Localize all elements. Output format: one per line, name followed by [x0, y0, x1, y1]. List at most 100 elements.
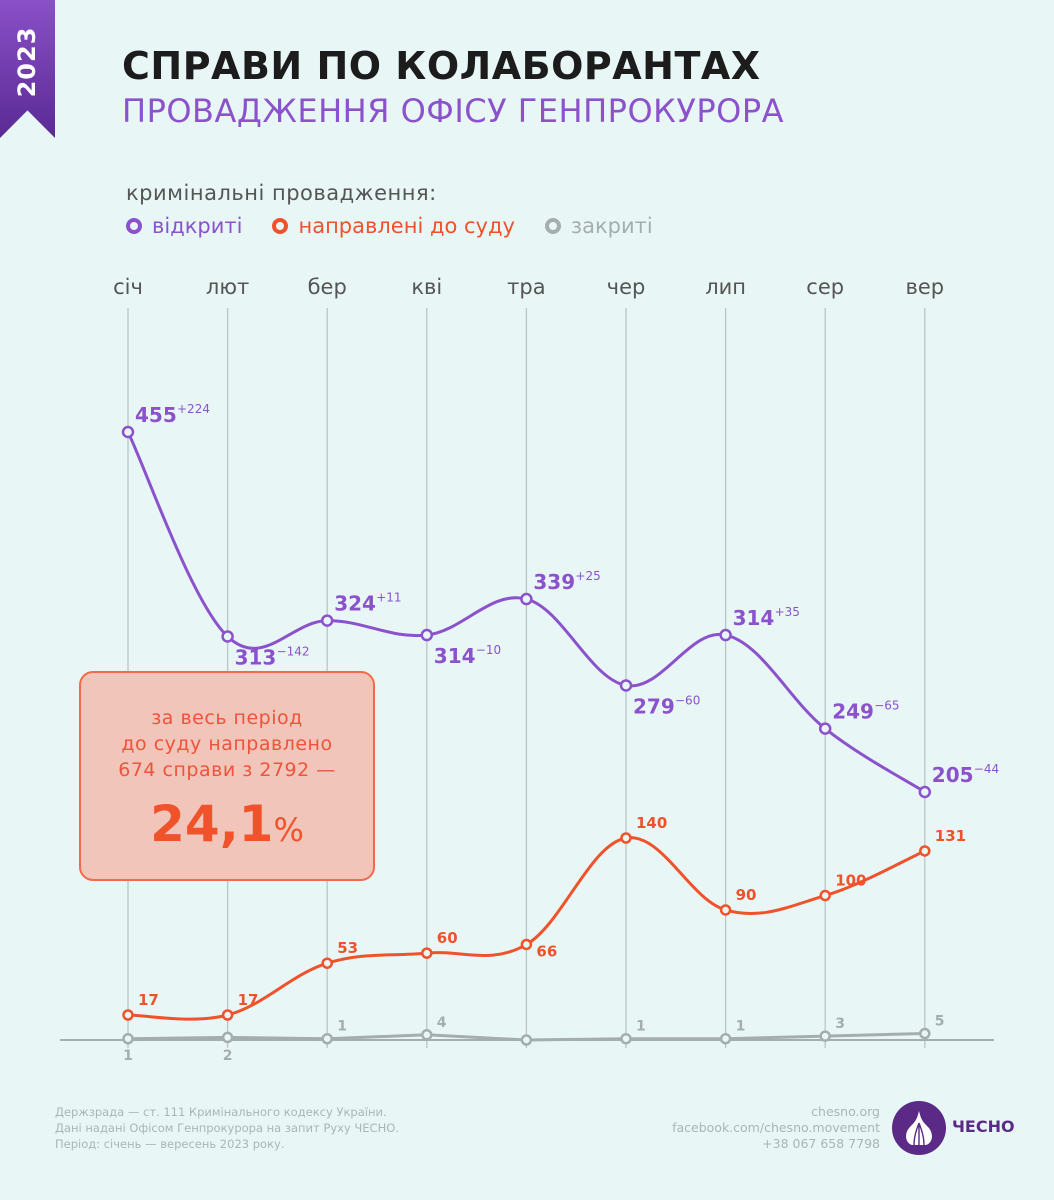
footnote: Держзрада — ст. 111 Кримінального кодекс…	[55, 1104, 399, 1152]
data-point-to-court	[221, 1009, 234, 1021]
data-delta-opened: +25	[575, 569, 600, 583]
footnote-line: Держзрада — ст. 111 Кримінального кодекс…	[55, 1105, 387, 1119]
data-label-to-court: 17	[238, 991, 259, 1009]
data-point-opened	[221, 630, 234, 643]
data-point-closed	[919, 1027, 931, 1040]
data-label-closed: 1	[123, 1048, 133, 1064]
phone-number: +38 067 658 7798	[762, 1136, 880, 1151]
data-label-closed: 5	[935, 1014, 945, 1030]
legend-label: закриті	[570, 214, 653, 238]
x-tick-label: січ	[113, 275, 143, 299]
x-tick-label: бер	[308, 275, 347, 299]
logo-text: ЧЕСНО	[952, 1117, 1015, 1136]
legend-item-to-court: направлені до суду	[272, 214, 515, 238]
data-point-to-court	[321, 957, 333, 969]
data-point-closed	[221, 1031, 234, 1044]
callout-unit: %	[273, 811, 304, 849]
data-point-closed	[122, 1032, 134, 1045]
data-label-closed: 1	[636, 1019, 646, 1035]
data-point-closed	[819, 1030, 831, 1042]
data-label-opened: 249	[832, 700, 874, 724]
data-point-to-court	[421, 947, 433, 959]
data-label-to-court: 140	[636, 814, 667, 832]
data-delta-opened: −65	[874, 699, 899, 713]
contacts: chesno.org facebook.com/chesno.movement …	[672, 1104, 880, 1152]
data-point-to-court	[620, 832, 632, 844]
data-point-closed	[421, 1029, 433, 1041]
legend-marker-icon	[272, 218, 289, 234]
data-label-to-court: 100	[835, 872, 866, 890]
data-point-to-court	[520, 938, 533, 951]
data-point-to-court	[819, 889, 831, 902]
data-point-opened	[520, 592, 533, 606]
x-tick-label: тра	[507, 275, 545, 299]
data-point-opened	[818, 722, 832, 735]
legend-title: кримінальні провадження:	[126, 181, 437, 205]
page-title: СПРАВИ ПО КОЛАБОРАНТАХ	[122, 44, 761, 88]
data-label-to-court: 17	[138, 991, 159, 1009]
data-label-to-court: 53	[337, 939, 358, 957]
x-tick-label: чер	[607, 275, 646, 299]
legend: відкриті направлені до суду закриті	[126, 214, 653, 238]
data-label-opened: 313	[235, 645, 277, 669]
data-point-opened	[121, 425, 135, 439]
data-label-opened: 324	[334, 592, 376, 616]
data-label-to-court: 60	[437, 929, 458, 947]
data-delta-opened: +224	[177, 402, 210, 416]
legend-item-closed: закриті	[544, 214, 653, 238]
x-tick-label: вер	[905, 275, 944, 299]
line-chart: січ лют бер кві тра чер лип сер вер 1 2 1 4 1 1 3 5 17 17 5…	[60, 275, 999, 1064]
facebook-link[interactable]: facebook.com/chesno.movement	[672, 1120, 880, 1135]
data-label-opened: 339	[533, 570, 575, 594]
legend-item-opened: відкриті	[126, 214, 242, 238]
data-delta-opened: −44	[974, 762, 999, 776]
data-label-closed: 3	[835, 1016, 845, 1032]
data-point-closed	[719, 1032, 732, 1045]
x-tick-label: кві	[411, 275, 442, 299]
data-label-to-court: 90	[736, 886, 757, 904]
data-delta-opened: −60	[675, 693, 700, 707]
data-delta-opened: +35	[775, 605, 800, 619]
data-delta-opened: −10	[476, 643, 501, 657]
callout-line-3: 674 справи з 2792 —	[118, 759, 336, 781]
data-label-closed: 2	[223, 1048, 233, 1064]
data-delta-opened: −142	[277, 644, 310, 658]
data-label-opened: 455	[135, 403, 177, 427]
x-tick-label: лип	[705, 275, 746, 299]
x-tick-label: лют	[206, 275, 249, 299]
callout-line-2: до суду направлено	[121, 733, 333, 755]
data-point-closed	[520, 1034, 533, 1046]
data-label-closed: 1	[736, 1019, 746, 1035]
data-point-to-court	[919, 845, 931, 857]
data-point-opened	[918, 785, 932, 799]
data-label-opened: 314	[733, 606, 775, 630]
footnote-line: Період: січень — вересень 2023 року.	[55, 1137, 285, 1151]
summary-callout: за весь період до суду направлено 674 сп…	[79, 671, 375, 881]
data-label-to-court: 66	[536, 942, 557, 960]
data-point-opened	[420, 628, 434, 642]
callout-percentage: 24,1%	[81, 795, 373, 853]
data-point-closed	[321, 1032, 333, 1045]
page-subtitle: ПРОВАДЖЕННЯ ОФІСУ ГЕНПРОКУРОРА	[122, 92, 785, 130]
data-point-opened	[619, 679, 633, 692]
data-delta-opened: +11	[376, 591, 401, 605]
data-point-opened	[320, 614, 334, 627]
data-point-to-court	[719, 904, 732, 916]
data-point-to-court	[122, 1009, 134, 1021]
data-label-closed: 4	[437, 1015, 447, 1031]
data-label-opened: 314	[434, 644, 476, 668]
website-link[interactable]: chesno.org	[811, 1104, 880, 1119]
series-line-to-court	[127, 836, 926, 1021]
legend-label: направлені до суду	[298, 214, 515, 238]
legend-marker-icon	[544, 218, 561, 234]
garlic-icon	[892, 1101, 946, 1155]
callout-value: 24,1	[150, 795, 274, 853]
data-label-opened: 279	[633, 694, 675, 718]
data-label-to-court: 131	[935, 827, 966, 845]
data-point-closed	[620, 1032, 632, 1045]
footnote-line: Дані надані Офісом Генпрокурора на запит…	[55, 1121, 399, 1135]
data-label-closed: 1	[337, 1019, 347, 1035]
callout-line-1: за весь період	[151, 707, 303, 729]
legend-marker-icon	[126, 218, 142, 234]
legend-label: відкриті	[152, 214, 243, 238]
